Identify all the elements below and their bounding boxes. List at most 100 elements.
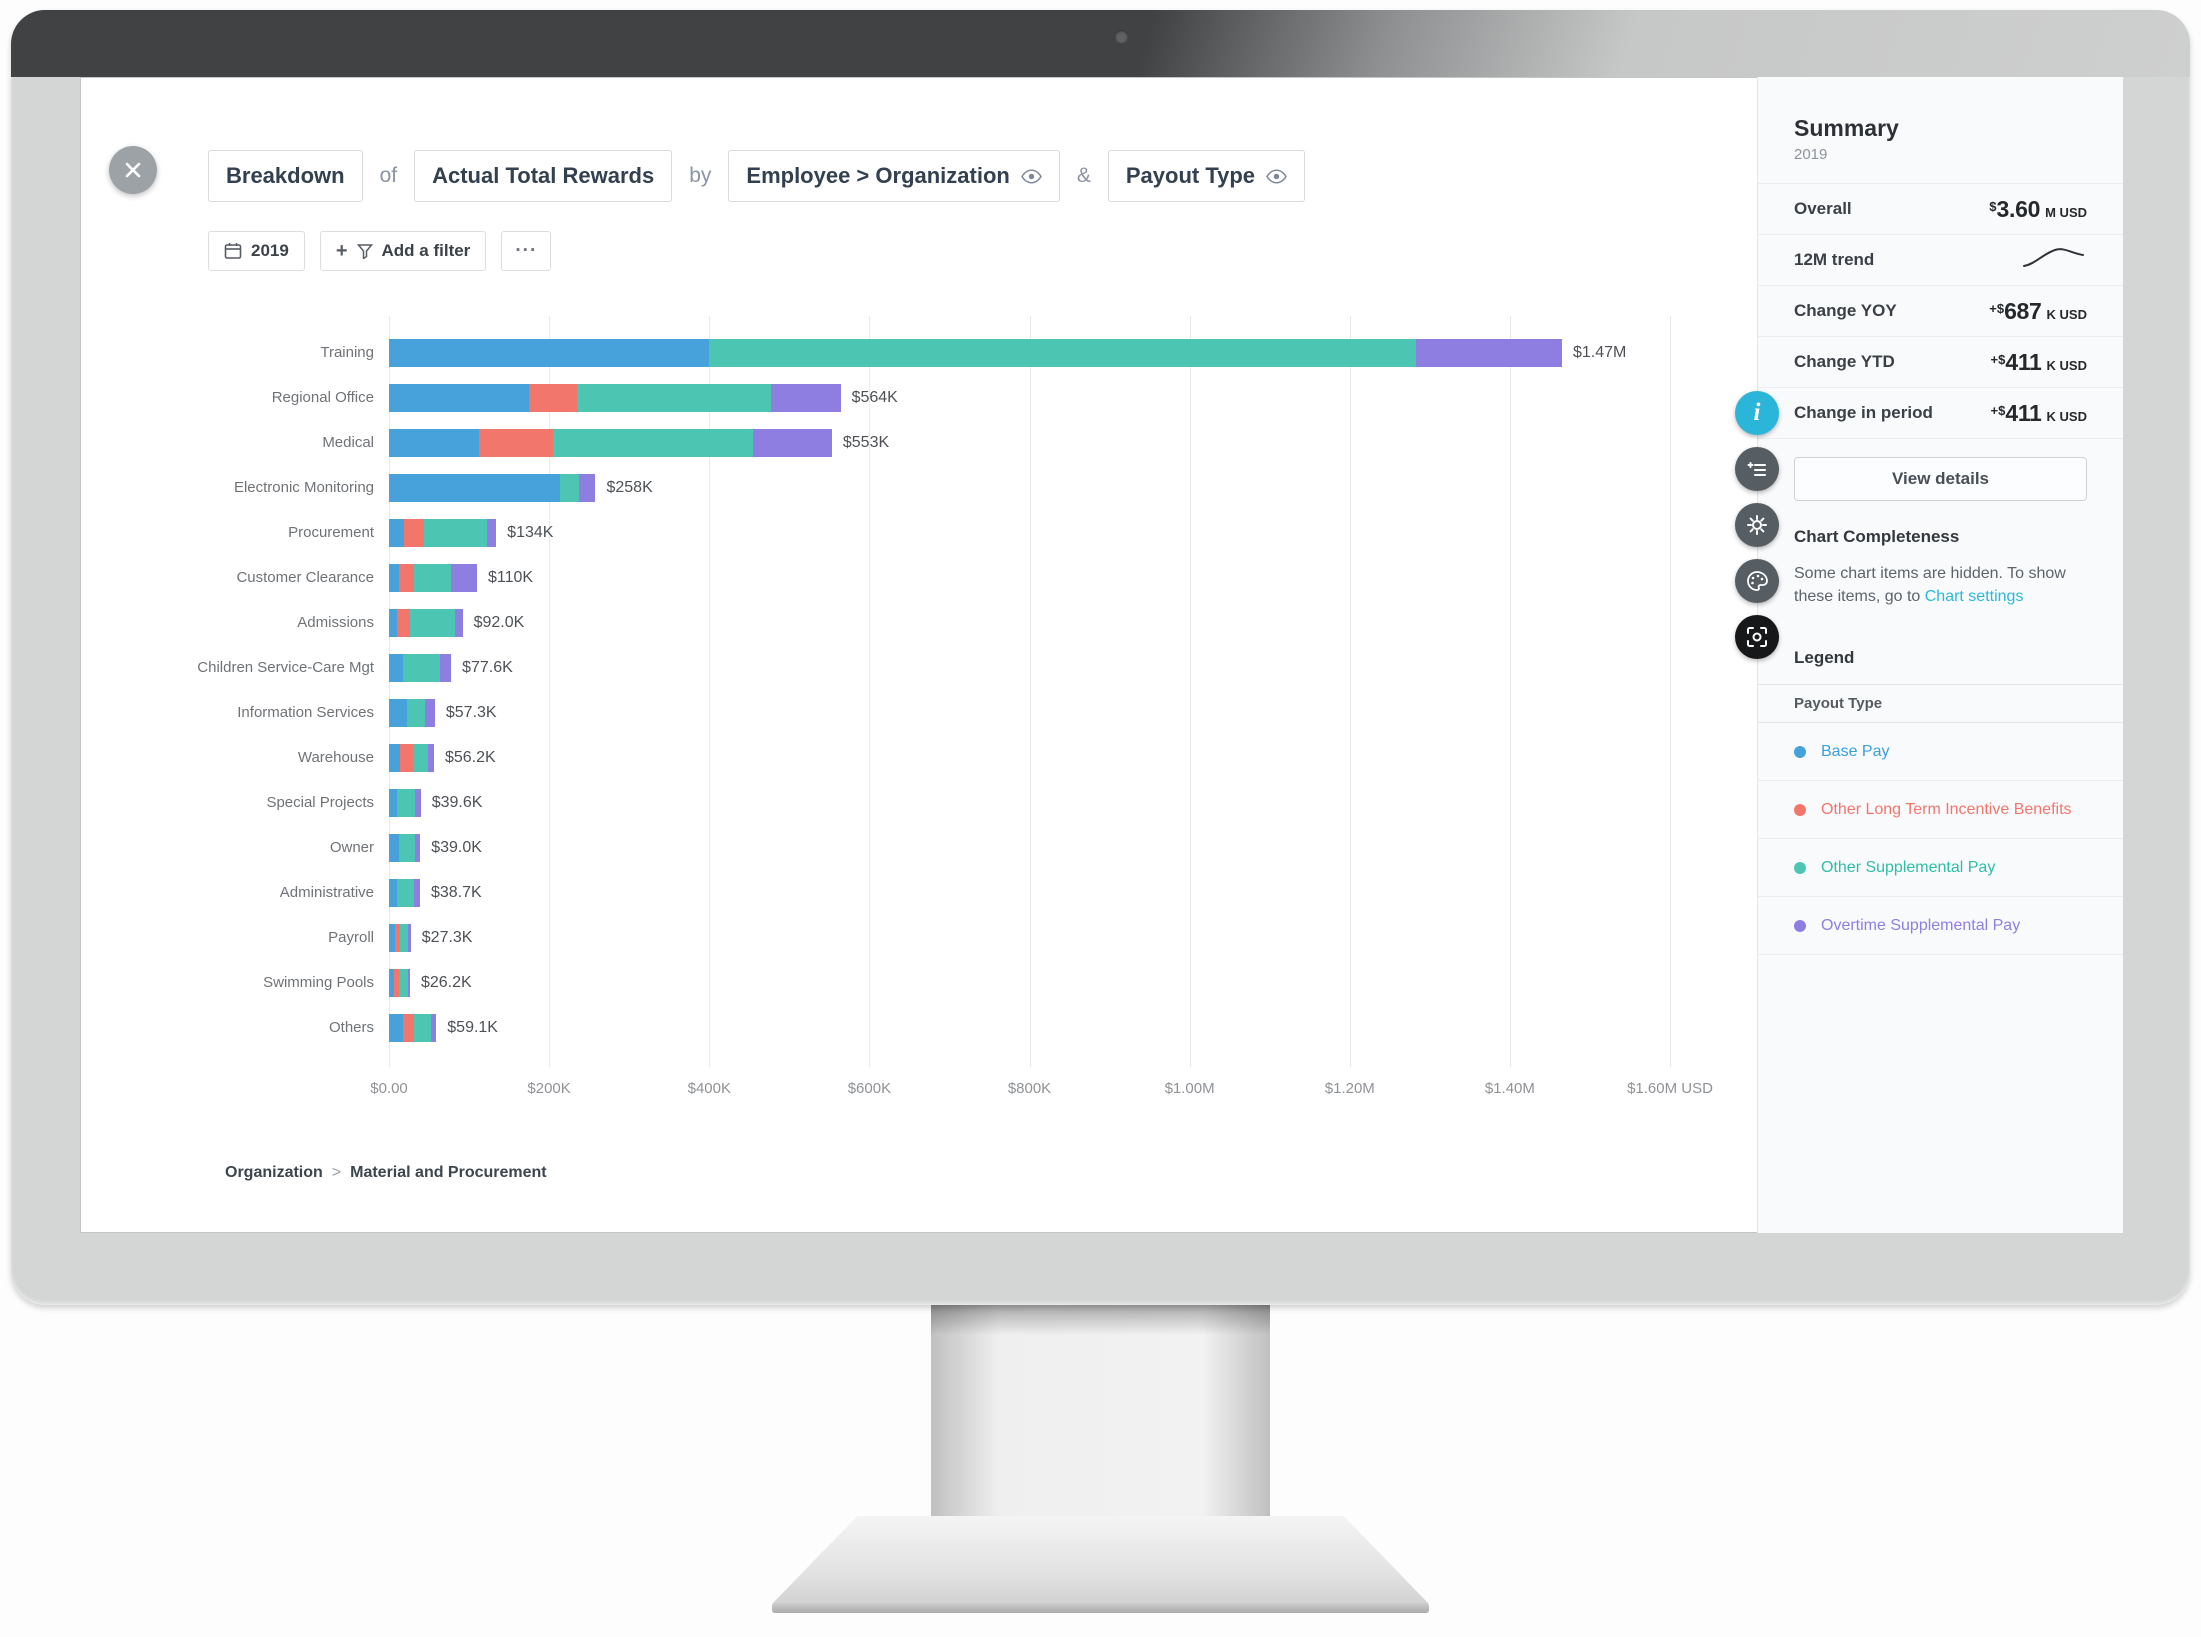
breadcrumb-root[interactable]: Organization — [225, 1164, 323, 1181]
category-label[interactable]: Others — [328, 1019, 374, 1036]
bar-segment-overtime-supplemental-pay[interactable] — [414, 833, 421, 862]
bar-segment-other-long-term-incentive-benefits[interactable] — [402, 1013, 414, 1042]
bar-segment-other-supplemental-pay[interactable] — [560, 473, 579, 502]
bar-segment-base-pay[interactable] — [389, 518, 405, 547]
eye-icon[interactable] — [1021, 168, 1042, 184]
close-button[interactable] — [109, 146, 157, 194]
category-label[interactable]: Customer Clearance — [236, 569, 374, 586]
header-chip-actual-total-rewards[interactable]: Actual Total Rewards — [414, 150, 673, 202]
category-label[interactable]: Children Service-Care Mgt — [197, 659, 374, 676]
bar-segment-other-long-term-incentive-benefits[interactable] — [400, 743, 413, 772]
screenshot-button[interactable] — [1735, 615, 1779, 659]
bar-segment-overtime-supplemental-pay[interactable] — [415, 788, 421, 817]
bar-segment-overtime-supplemental-pay[interactable] — [407, 968, 410, 997]
bar-segment-other-long-term-incentive-benefits[interactable] — [397, 608, 410, 637]
category-label[interactable]: Training — [320, 344, 374, 361]
header-chip-breakdown[interactable]: Breakdown — [208, 150, 363, 202]
bar-segment-other-long-term-incentive-benefits[interactable] — [394, 923, 401, 952]
bar-segment-other-supplemental-pay[interactable] — [400, 923, 409, 952]
bar-segment-other-supplemental-pay[interactable] — [397, 878, 415, 907]
category-label[interactable]: Swimming Pools — [263, 974, 374, 991]
bar-segment-other-supplemental-pay[interactable] — [397, 788, 416, 817]
bar-segment-base-pay[interactable] — [389, 1013, 403, 1042]
header-chip-payout-type[interactable]: Payout Type — [1107, 150, 1306, 202]
bar-segment-other-supplemental-pay[interactable] — [412, 743, 429, 772]
stacked-bar — [389, 653, 452, 682]
chart-settings-link[interactable]: Chart settings — [1924, 587, 2024, 605]
bar-segment-base-pay[interactable] — [389, 338, 710, 367]
bar-segment-other-long-term-incentive-benefits[interactable] — [478, 428, 554, 457]
bar-segment-base-pay[interactable] — [389, 563, 399, 592]
bar-segment-other-supplemental-pay[interactable] — [577, 383, 771, 412]
bar-segment-base-pay[interactable] — [389, 653, 403, 682]
bar-segment-base-pay[interactable] — [389, 743, 401, 772]
bar-segment-other-supplemental-pay[interactable] — [407, 698, 426, 727]
year-filter-chip[interactable]: 2019 — [208, 231, 305, 271]
legend-item-other-supplemental-pay[interactable]: Other Supplemental Pay — [1758, 839, 2123, 898]
bar-segment-other-supplemental-pay[interactable] — [553, 428, 753, 457]
legend-item-base-pay[interactable]: Base Pay — [1758, 723, 2123, 782]
info-button[interactable]: i — [1735, 391, 1779, 435]
bar-segment-other-long-term-incentive-benefits[interactable] — [393, 968, 400, 997]
bar-segment-other-supplemental-pay[interactable] — [413, 563, 452, 592]
bar-segment-base-pay[interactable] — [389, 698, 408, 727]
bar-segment-overtime-supplemental-pay[interactable] — [454, 608, 463, 637]
bar-segment-other-supplemental-pay[interactable] — [409, 608, 455, 637]
header-chip-employee-organization[interactable]: Employee > Organization — [728, 150, 1060, 202]
category-label[interactable]: Owner — [329, 839, 374, 856]
theme-button[interactable] — [1735, 559, 1779, 603]
bar-segment-overtime-supplemental-pay[interactable] — [414, 878, 420, 907]
summary-row-value: $3.60 M USD — [1989, 196, 2087, 223]
category-label[interactable]: Procurement — [288, 524, 374, 541]
gridline — [1509, 316, 1511, 1067]
bar-segment-other-supplemental-pay[interactable] — [413, 1013, 431, 1042]
category-label[interactable]: Warehouse — [297, 749, 374, 766]
bar-segment-overtime-supplemental-pay[interactable] — [1416, 338, 1562, 367]
bar-segment-base-pay[interactable] — [389, 788, 397, 817]
bar-segment-other-supplemental-pay[interactable] — [399, 968, 408, 997]
add-to-list-button[interactable] — [1735, 447, 1779, 491]
bar-segment-other-long-term-incentive-benefits[interactable] — [398, 563, 414, 592]
bar-segment-overtime-supplemental-pay[interactable] — [430, 1013, 437, 1042]
bar-segment-overtime-supplemental-pay[interactable] — [486, 518, 497, 547]
bar-segment-base-pay[interactable] — [389, 878, 397, 907]
category-label[interactable]: Medical — [322, 434, 374, 451]
bar-segment-base-pay[interactable] — [389, 608, 397, 637]
bar-segment-overtime-supplemental-pay[interactable] — [770, 383, 841, 412]
settings-button[interactable] — [1735, 503, 1779, 547]
eye-icon[interactable] — [1266, 168, 1287, 184]
category-label[interactable]: Regional Office — [271, 389, 374, 406]
bar-segment-overtime-supplemental-pay[interactable] — [439, 653, 452, 682]
category-label[interactable]: Information Services — [237, 704, 374, 721]
bar-segment-overtime-supplemental-pay[interactable] — [425, 698, 435, 727]
more-options-button[interactable]: ··· — [501, 231, 552, 271]
breadcrumb-leaf[interactable]: Material and Procurement — [350, 1164, 547, 1181]
bar-segment-overtime-supplemental-pay[interactable] — [578, 473, 596, 502]
bar-segment-other-supplemental-pay[interactable] — [424, 518, 487, 547]
bar-segment-overtime-supplemental-pay[interactable] — [428, 743, 434, 772]
add-filter-button[interactable]: + Add a filter — [319, 231, 487, 271]
category-label[interactable]: Payroll — [328, 929, 374, 946]
bar-segment-other-supplemental-pay[interactable] — [398, 833, 415, 862]
bar-segment-overtime-supplemental-pay[interactable] — [408, 923, 411, 952]
view-details-button[interactable]: View details — [1794, 457, 2087, 501]
bar-segment-other-supplemental-pay[interactable] — [402, 653, 440, 682]
category-label[interactable]: Special Projects — [266, 794, 374, 811]
legend-item-other-long-term-incentive-benefits[interactable]: Other Long Term Incentive Benefits — [1758, 781, 2123, 840]
bar-segment-base-pay[interactable] — [389, 833, 399, 862]
bar-segment-base-pay[interactable] — [389, 923, 395, 952]
category-label[interactable]: Admissions — [297, 614, 374, 631]
bar-segment-overtime-supplemental-pay[interactable] — [752, 428, 832, 457]
bar-segment-overtime-supplemental-pay[interactable] — [451, 563, 477, 592]
bar-segment-base-pay[interactable] — [389, 968, 394, 997]
bar-segment-base-pay[interactable] — [389, 383, 530, 412]
category-label[interactable]: Electronic Monitoring — [233, 479, 374, 496]
bar-segment-other-long-term-incentive-benefits[interactable] — [529, 383, 578, 412]
bar-segment-base-pay[interactable] — [389, 473, 561, 502]
legend-item-overtime-supplemental-pay[interactable]: Overtime Supplemental Pay — [1758, 897, 2123, 956]
bar-total-label: $39.6K — [431, 793, 483, 811]
bar-segment-other-long-term-incentive-benefits[interactable] — [404, 518, 425, 547]
bar-segment-other-supplemental-pay[interactable] — [709, 338, 1417, 367]
bar-segment-base-pay[interactable] — [389, 428, 479, 457]
category-label[interactable]: Administrative — [279, 884, 374, 901]
